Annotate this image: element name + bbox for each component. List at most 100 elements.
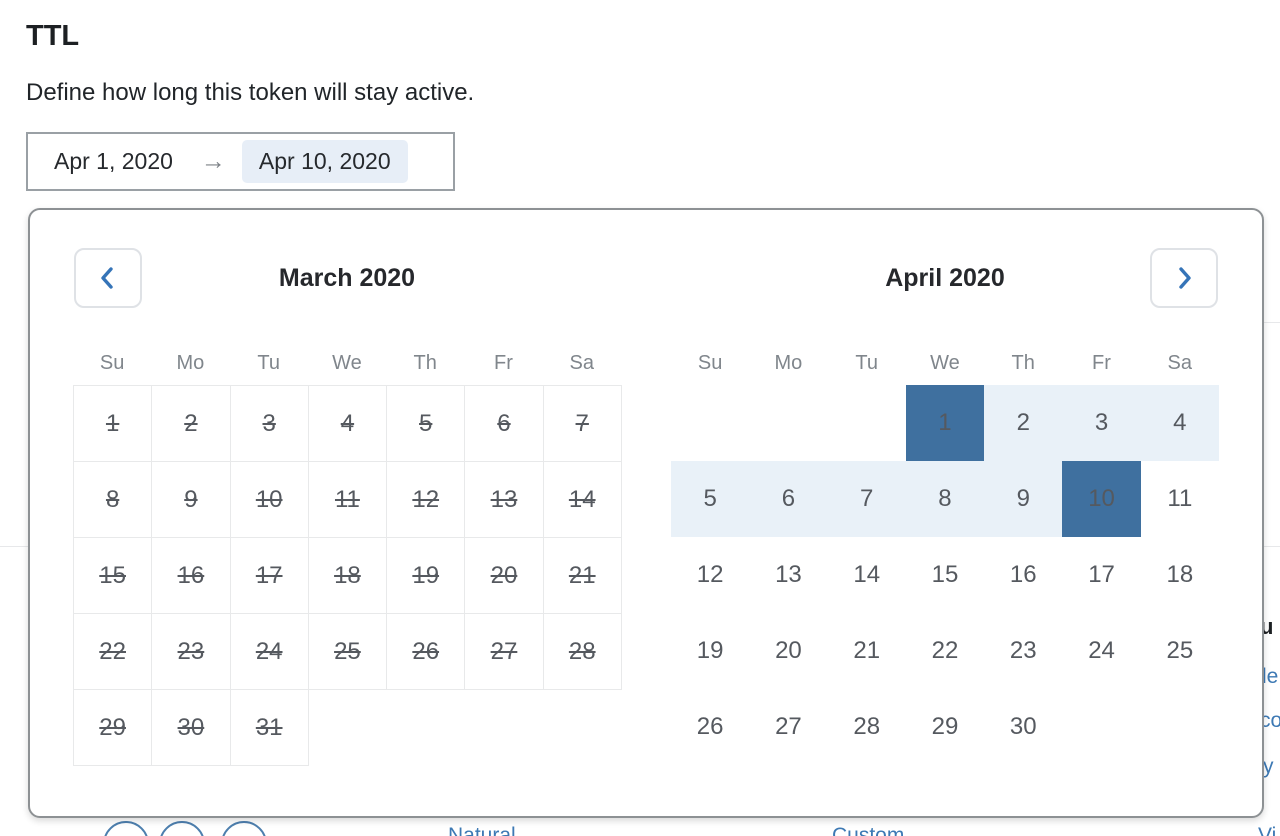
day-cell-18: 18 [307, 537, 388, 614]
day-cell-11[interactable]: 11 [1167, 485, 1193, 512]
day-cell-25[interactable]: 25 [1166, 637, 1194, 664]
day-cell-20[interactable]: 20 [775, 637, 802, 664]
page-subtitle: Define how long this token will stay act… [26, 79, 475, 106]
weekday-label: Mo [774, 352, 803, 374]
empty-cell [543, 690, 621, 766]
day-cell-4: 4 [307, 385, 388, 462]
end-date-value[interactable]: Apr 10, 2020 [241, 140, 408, 183]
day-cell-28: 28 [542, 613, 622, 690]
next-month-button[interactable] [1150, 248, 1218, 308]
month-title-march: March 2020 [278, 264, 416, 292]
day-cell-21[interactable]: 21 [853, 637, 881, 664]
day-cell-12[interactable]: 12 [696, 561, 724, 588]
empty-cell [308, 690, 386, 766]
day-cell-21: 21 [542, 537, 622, 614]
day-cell-22[interactable]: 22 [931, 637, 959, 664]
day-cell-19[interactable]: 19 [696, 637, 724, 664]
step-circle[interactable] [103, 821, 149, 836]
day-cell-24[interactable]: 24 [1088, 637, 1115, 664]
weekday-label: We [930, 352, 960, 374]
day-cell-14: 14 [542, 461, 622, 538]
day-cell-12: 12 [386, 461, 466, 538]
chevron-right-icon [1169, 263, 1199, 293]
day-cell-8[interactable]: 8 [905, 461, 985, 537]
day-cell-29[interactable]: 29 [931, 713, 959, 740]
day-cell-30[interactable]: 30 [1009, 713, 1037, 740]
day-cell-15: 15 [72, 537, 153, 614]
background-link-fragment[interactable]: co [1260, 709, 1280, 732]
day-cell-23: 23 [151, 613, 231, 690]
day-cell-2: 2 [151, 385, 231, 462]
weekday-label: Sa [1167, 352, 1192, 374]
background-bottom-link[interactable]: Vi [1258, 824, 1277, 836]
weekday-label: Tu [257, 352, 280, 374]
empty-cell [828, 385, 906, 461]
day-cell-24: 24 [229, 613, 309, 690]
background-link-fragment[interactable]: y [1263, 755, 1274, 778]
day-cell-13[interactable]: 13 [775, 561, 802, 588]
day-cell-3[interactable]: 3 [1062, 385, 1141, 461]
day-cell-10[interactable]: 10 [1062, 461, 1141, 537]
background-link-fragment[interactable]: le [1262, 665, 1279, 688]
weekday-label: Th [1011, 352, 1035, 374]
background-bottom-link[interactable]: Custom [832, 824, 905, 836]
day-cell-27[interactable]: 27 [775, 713, 802, 740]
day-cell-28[interactable]: 28 [853, 713, 881, 740]
day-cell-1[interactable]: 1 [905, 385, 985, 461]
day-cell-3: 3 [229, 385, 309, 462]
day-cell-26: 26 [386, 613, 466, 690]
day-cell-16: 16 [151, 537, 231, 614]
date-range-calendar-popup: March 2020 April 2020 Su Mo Tu We Th Fr Sa 1 2 3 4… [28, 208, 1264, 818]
day-cell-10: 10 [229, 461, 309, 538]
day-cell-5: 5 [386, 385, 466, 462]
day-cell-9[interactable]: 9 [984, 461, 1063, 537]
page-title: TTL [26, 20, 80, 52]
day-cell-6[interactable]: 6 [749, 461, 828, 537]
day-cell-19: 19 [386, 537, 466, 614]
day-cell-23[interactable]: 23 [1009, 637, 1037, 664]
weekday-label: We [332, 352, 362, 374]
day-cell-13: 13 [464, 461, 544, 538]
day-cell-31: 31 [229, 689, 309, 766]
weekday-label: Fr [494, 352, 513, 374]
day-cell-26[interactable]: 26 [696, 713, 724, 740]
empty-cell [1141, 689, 1219, 765]
day-cell-27: 27 [464, 613, 544, 690]
day-cell-4[interactable]: 4 [1140, 385, 1219, 461]
day-cell-9: 9 [151, 461, 231, 538]
day-cell-2[interactable]: 2 [984, 385, 1063, 461]
previous-month-button[interactable] [74, 248, 142, 308]
month-grid-march: Su Mo Tu We Th Fr Sa 1 2 3 4 5 6 7 8 9 10 11 12 13 14 15 16 17 1… [72, 352, 622, 766]
day-cell-22: 22 [72, 613, 153, 690]
day-cell-6: 6 [464, 385, 544, 462]
day-cell-14[interactable]: 14 [853, 561, 881, 588]
day-cell-18[interactable]: 18 [1166, 561, 1194, 588]
day-cell-7: 7 [542, 385, 622, 462]
day-cell-30: 30 [151, 689, 231, 766]
day-cell-1: 1 [72, 385, 153, 462]
month-title-april: April 2020 [885, 264, 1005, 292]
weekday-label: Tu [855, 352, 878, 374]
start-date-value[interactable]: Apr 1, 2020 [54, 148, 173, 174]
day-cell-15[interactable]: 15 [931, 561, 959, 588]
day-cell-8: 8 [72, 461, 153, 538]
empty-cell [465, 690, 543, 766]
weekday-label: Fr [1092, 352, 1111, 374]
empty-cell [671, 385, 749, 461]
step-circle[interactable] [159, 821, 205, 836]
step-circle[interactable] [221, 821, 267, 836]
date-range-input[interactable]: Apr 1, 2020 → Apr 10, 2020 [26, 132, 455, 191]
day-cell-5[interactable]: 5 [671, 461, 750, 537]
weekday-label: Su [99, 352, 125, 374]
day-cell-17[interactable]: 17 [1088, 561, 1115, 588]
weekday-label: Mo [176, 352, 205, 374]
day-cell-16[interactable]: 16 [1009, 561, 1037, 588]
weekday-label: Sa [569, 352, 594, 374]
day-cell-29: 29 [72, 689, 153, 766]
empty-cell [387, 690, 465, 766]
background-bottom-link[interactable]: Natural [448, 824, 516, 836]
arrow-right-icon: → [200, 147, 226, 175]
day-cell-25: 25 [307, 613, 388, 690]
month-grid-april: Su Mo Tu We Th Fr Sa 1 2 3 4 5 6 7 8 9 10 11 12 13 14 15 16 17 1… [671, 352, 1219, 765]
day-cell-7[interactable]: 7 [827, 461, 906, 537]
